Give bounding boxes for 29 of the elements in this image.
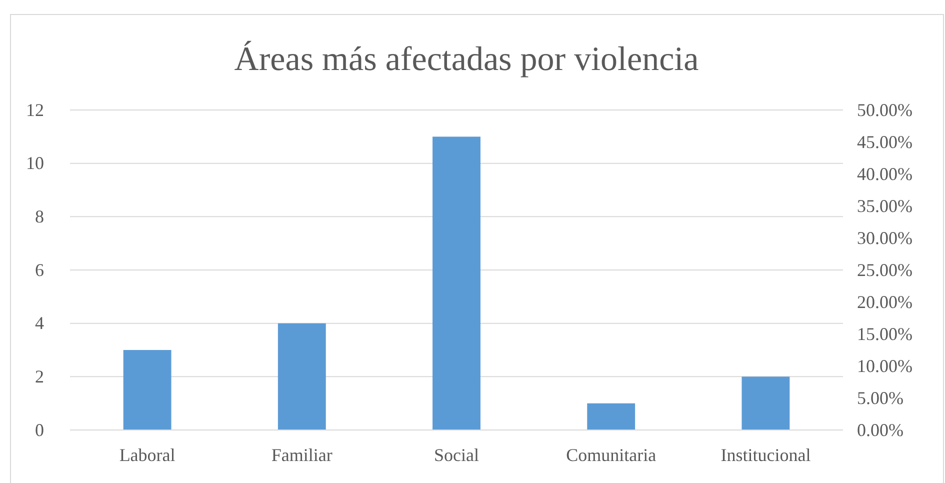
y2-tick-label: 35.00% [857, 196, 912, 216]
y2-tick-label: 40.00% [857, 164, 912, 184]
x-tick-label: Laboral [119, 444, 176, 465]
chart-title: Áreas más afectadas por violencia [234, 40, 699, 78]
x-tick-label: Institucional [720, 444, 811, 465]
bar [432, 136, 480, 430]
x-tick-label: Familiar [271, 444, 332, 465]
y-tick-label: 6 [35, 260, 44, 280]
y2-tick-label: 5.00% [857, 388, 904, 408]
x-tick-label: Comunitaria [566, 444, 656, 465]
y-tick-label: 0 [35, 420, 44, 440]
y2-tick-label: 45.00% [857, 132, 912, 152]
y-tick-label: 4 [35, 313, 44, 334]
bar [587, 403, 636, 430]
y2-tick-label: 0.00% [857, 420, 904, 440]
bar [742, 376, 790, 430]
y-tick-label: 10 [26, 153, 44, 174]
y2-tick-label: 15.00% [857, 324, 912, 344]
y-tick-label: 12 [26, 100, 44, 120]
y-tick-label: 2 [35, 366, 44, 386]
x-tick-label: Social [434, 444, 479, 465]
y2-tick-label: 20.00% [857, 292, 912, 312]
y2-tick-label: 10.00% [857, 356, 912, 376]
y2-tick-label: 25.00% [857, 260, 912, 280]
y2-tick-label: 50.00% [857, 100, 912, 120]
y-tick-label: 8 [35, 206, 44, 226]
bar [278, 323, 326, 430]
y2-tick-label: 30.00% [857, 228, 912, 248]
bar [123, 350, 172, 430]
